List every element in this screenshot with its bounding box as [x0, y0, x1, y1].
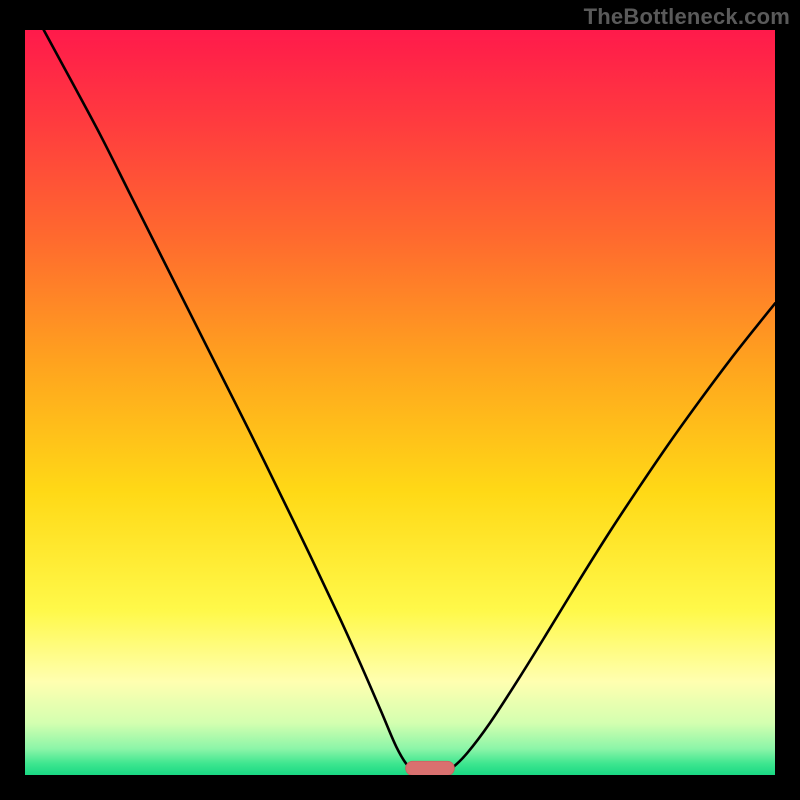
- chart-container: TheBottleneck.com: [0, 0, 800, 800]
- optimal-marker: [406, 761, 455, 775]
- gradient-background: [25, 30, 775, 775]
- chart-svg: [25, 30, 775, 775]
- watermark-text: TheBottleneck.com: [584, 4, 790, 30]
- plot-area: [25, 30, 775, 775]
